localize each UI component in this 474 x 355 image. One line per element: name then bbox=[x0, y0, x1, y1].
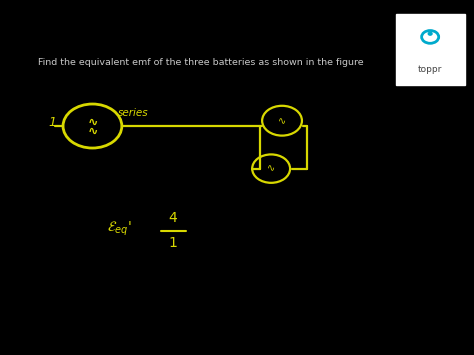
Circle shape bbox=[428, 32, 432, 35]
Text: ∿: ∿ bbox=[278, 116, 286, 126]
Text: $\mathcal{E}_{eq}$': $\mathcal{E}_{eq}$' bbox=[107, 220, 131, 238]
Text: Find the equivalent emf of the three batteries as shown in the figure: Find the equivalent emf of the three bat… bbox=[38, 58, 364, 67]
Text: series: series bbox=[118, 108, 148, 118]
Text: 1: 1 bbox=[48, 116, 56, 129]
Text: toppr: toppr bbox=[418, 65, 442, 74]
Bar bbox=[396, 14, 465, 85]
Text: 1: 1 bbox=[169, 236, 177, 250]
Text: ∿: ∿ bbox=[267, 164, 275, 174]
Text: 4: 4 bbox=[169, 211, 177, 225]
Text: ∿: ∿ bbox=[87, 125, 98, 138]
Text: ∿: ∿ bbox=[87, 116, 98, 129]
